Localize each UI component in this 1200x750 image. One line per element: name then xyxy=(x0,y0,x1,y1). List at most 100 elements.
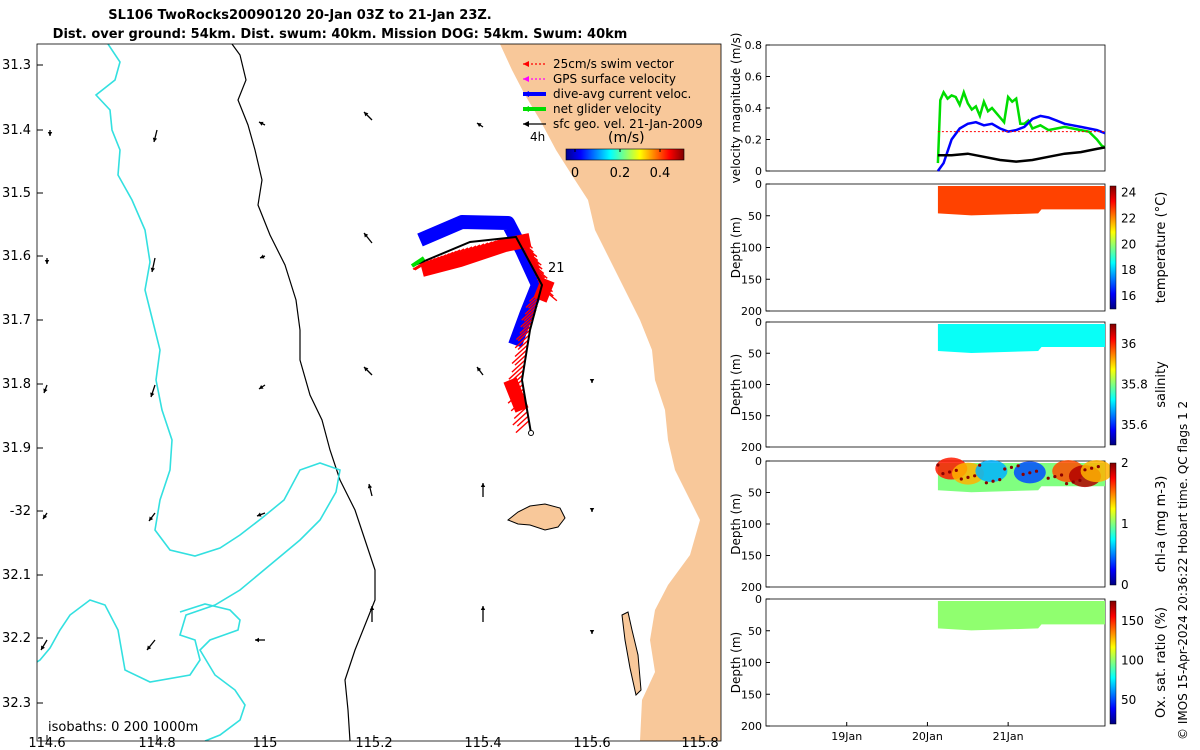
swim-vector xyxy=(521,305,538,321)
chl-sample-point xyxy=(1064,482,1069,486)
lat-tick-label: 31.4 xyxy=(2,123,31,138)
y-tick-label: 0.2 xyxy=(745,134,763,147)
y-tick-label: 50 xyxy=(748,625,762,638)
swim-vector xyxy=(519,240,534,253)
geo-velocity-arrowhead xyxy=(150,267,155,272)
geostrophic-velocity-arrows xyxy=(40,111,595,651)
y-tick-label: 150 xyxy=(741,273,762,286)
chl-sample-point xyxy=(1046,476,1050,480)
swim-vector xyxy=(520,313,536,328)
chl-sample-point xyxy=(978,463,982,467)
lat-tick-label: 31.7 xyxy=(2,313,31,328)
swim-vector xyxy=(522,245,535,257)
legend-arrowhead xyxy=(523,76,529,82)
geo-velocity-arrowhead xyxy=(259,384,264,389)
chl-sample-point xyxy=(1034,469,1039,473)
chl-sample-point xyxy=(948,470,952,474)
net-glider-velocity-stub xyxy=(410,256,426,268)
swim-vector xyxy=(432,253,450,264)
colorbar xyxy=(1109,185,1117,310)
chl-sample-point xyxy=(959,477,963,481)
colorbar-tick-label: 24 xyxy=(1121,185,1136,199)
swim-vector xyxy=(512,410,529,426)
colorbar-tick-label: 36 xyxy=(1121,337,1136,351)
swim-vector xyxy=(515,325,532,341)
panel-chl-a: 0 50 100 150 200 Depth (m) 0 1 2 chl-a (mg m-3) xyxy=(729,455,1169,594)
swim-vector xyxy=(514,344,529,357)
panel-oxygen: 0 50 100 150 200 Depth (m) 50 100 150 Ox. sat. ra… xyxy=(729,593,1169,743)
geo-velocity-arrowhead xyxy=(364,233,369,238)
y-tick-label: 0.4 xyxy=(745,102,763,115)
geo-velocity-arrowhead xyxy=(43,514,48,519)
swim-vector xyxy=(481,240,497,250)
colorbar-label: temperature (°C) xyxy=(1154,192,1169,304)
y-tick-label: 200 xyxy=(741,720,762,733)
swim-vector xyxy=(540,286,558,302)
chl-sample-point xyxy=(1028,471,1032,475)
lat-tick-label: 32.1 xyxy=(2,568,31,583)
garden-island xyxy=(621,611,642,696)
geo-velocity-arrowhead xyxy=(149,516,154,521)
geo-velocity-arrowhead xyxy=(44,260,50,264)
profile-field xyxy=(937,186,1105,216)
x-tick-label: 21Jan xyxy=(993,730,1024,743)
chl-sample-point xyxy=(954,468,958,472)
y-tick-label: 0.6 xyxy=(745,71,763,84)
profile-field xyxy=(937,324,1105,353)
colorbar-tick-label: 50 xyxy=(1121,693,1136,707)
chl-sample-point xyxy=(1003,467,1007,471)
swim-vector xyxy=(511,359,526,373)
swim-vector xyxy=(422,257,436,267)
lat-tick-label: 31.6 xyxy=(2,249,31,264)
chl-sample-point xyxy=(1021,472,1025,476)
map-axes-frame xyxy=(36,43,722,742)
swim-vector xyxy=(423,256,440,268)
series-sfc-geo-vel- xyxy=(937,146,1106,163)
swim-vector xyxy=(472,242,489,253)
swim-vector xyxy=(529,261,545,275)
y-tick-label: 0 xyxy=(755,178,762,191)
x-tick-label: 19Jan xyxy=(831,730,862,743)
chl-sample-point xyxy=(1090,466,1094,470)
geo-velocity-arrowhead xyxy=(480,483,486,487)
y-tick-label: 0.8 xyxy=(745,39,763,52)
legend-arrowhead xyxy=(523,91,529,97)
chl-sample-point xyxy=(984,481,988,485)
geo-velocity-arrowhead xyxy=(364,112,369,117)
colorbar-label: salinity xyxy=(1154,361,1169,408)
series-net-glider-velocity xyxy=(936,88,1106,164)
y-tick-label: 0 xyxy=(755,455,762,468)
swim-vector xyxy=(518,238,531,249)
lat-tick-label: 32.3 xyxy=(2,696,31,711)
geo-velocity-arrowhead xyxy=(364,367,369,372)
swim-vector xyxy=(514,334,530,349)
swim-vector xyxy=(511,349,528,365)
speed-colorbar xyxy=(565,148,685,161)
isobath-1000m xyxy=(37,44,341,683)
lon-tick-label: 114.6 xyxy=(28,736,65,750)
geo-velocity-arrowhead xyxy=(259,121,264,126)
imos-stamp: © IMOS 15-Apr-2024 20:36:22 Hobart time.… xyxy=(1176,400,1190,740)
chl-sample-point xyxy=(1016,464,1020,468)
geo-velocity-arrowhead xyxy=(43,388,48,393)
swim-vector xyxy=(513,406,528,419)
swim-vector xyxy=(516,415,529,427)
y-axis-label: Depth (m) xyxy=(729,354,743,415)
panel-salinity: 0 50 100 150 200 Depth (m) 35.6 35.8 36 salinity xyxy=(729,316,1169,454)
swim-vector xyxy=(523,248,539,262)
y-tick-label: 50 xyxy=(748,347,762,360)
swim-vector xyxy=(459,246,473,255)
colorbar xyxy=(1109,600,1117,725)
colorbar-title: (m/s) xyxy=(608,130,645,146)
swim-vector xyxy=(441,250,457,261)
legend-label: 25cm/s swim vector xyxy=(553,57,674,71)
panel-frame xyxy=(765,44,1106,172)
y-tick-label: 100 xyxy=(741,518,762,531)
swim-vector xyxy=(530,264,548,279)
figure-title-line-2: Dist. over ground: 54km. Dist. swum: 40k… xyxy=(52,27,628,42)
land-mass xyxy=(500,44,721,741)
y-tick-label: 0 xyxy=(755,165,762,178)
lat-tick-label: -32 xyxy=(10,504,31,519)
colorbar-tick-label: 18 xyxy=(1121,263,1136,277)
